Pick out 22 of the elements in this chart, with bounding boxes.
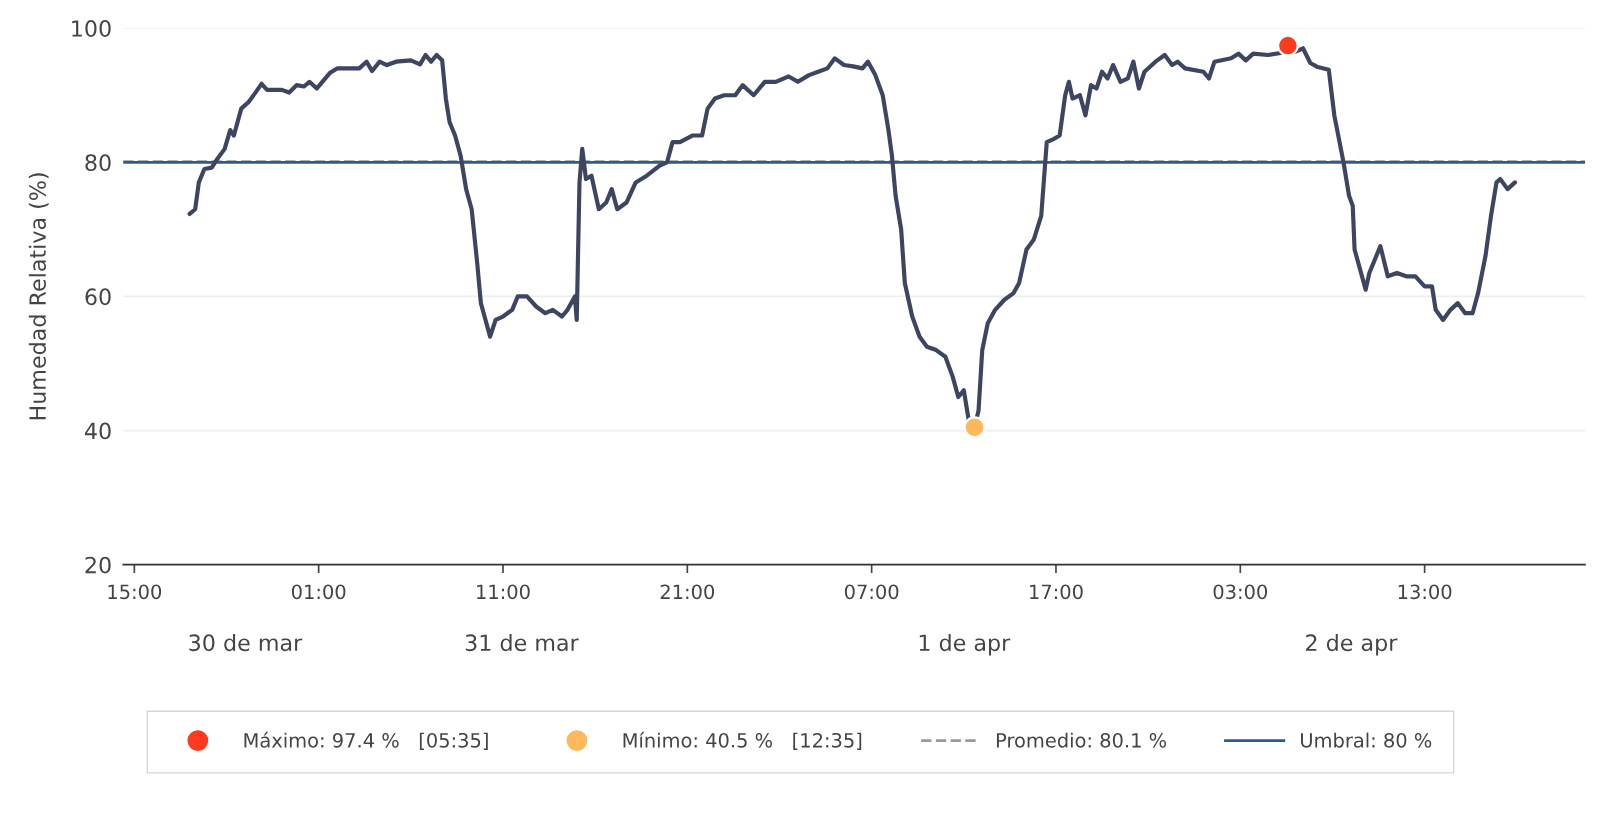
x-tick-label: 13:00 xyxy=(1398,584,1452,600)
legend-label: Umbral: 80 % xyxy=(1301,732,1432,748)
y-tick-label: 60 xyxy=(85,288,111,306)
legend-label: Promedio: 80.1 % xyxy=(996,732,1167,748)
legend-label: Mínimo: 40.5 % [12:35] xyxy=(623,731,862,750)
y-tick-label: 20 xyxy=(85,556,111,574)
y-tick-label: 80 xyxy=(85,154,111,172)
x2-tick-label: 1 de apr xyxy=(919,633,1011,656)
x-tick-label: 17:00 xyxy=(1030,584,1083,600)
y-tick-label: 40 xyxy=(84,422,111,440)
x-tick-label: 01:00 xyxy=(291,584,346,600)
y-axis-title: Humedad Relativa (%) xyxy=(28,173,49,420)
x2-tick-label: 30 de mar xyxy=(189,633,303,652)
x-tick-label: 11:00 xyxy=(477,584,530,600)
x-tick-label: 21:00 xyxy=(660,584,715,600)
x-tick-label: 03:00 xyxy=(1213,584,1268,600)
y-tick-label: 100 xyxy=(72,20,111,37)
x-tick-label: 15:00 xyxy=(108,584,162,600)
x2-tick-label: 31 de mar xyxy=(465,633,579,652)
x2-tick-label: 2 de apr xyxy=(1306,633,1398,656)
x-tick-label: 07:00 xyxy=(844,584,899,600)
legend-label: Máximo: 97.4 % [05:35] xyxy=(244,731,488,750)
